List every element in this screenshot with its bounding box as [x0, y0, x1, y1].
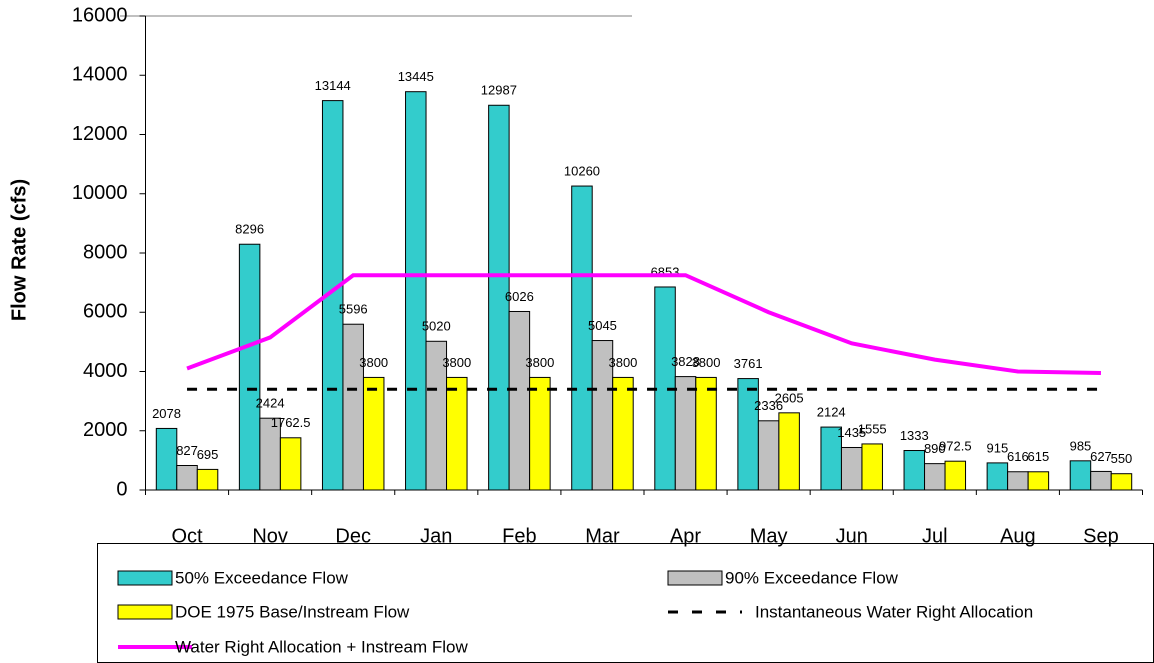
bar	[944, 460, 967, 491]
value-label: 5020	[422, 319, 451, 334]
value-label: 985	[1070, 438, 1092, 453]
bar	[695, 376, 717, 491]
bar	[508, 310, 531, 491]
y-tick-label: 14000	[72, 64, 128, 86]
x-tick-label: Oct	[171, 525, 203, 547]
value-label: 3800	[608, 355, 637, 370]
value-label: 3828	[671, 354, 700, 369]
value-label: 972.5	[939, 439, 972, 454]
bar	[1027, 471, 1050, 491]
value-label: 10260	[564, 163, 600, 178]
line-series	[186, 273, 1101, 375]
bar	[176, 465, 198, 491]
bar	[1069, 460, 1092, 491]
value-label: 12987	[481, 83, 517, 98]
y-tick-label: 10000	[72, 182, 128, 204]
y-tick-label: 4000	[83, 360, 128, 382]
y-tick-label: 8000	[83, 241, 128, 263]
y-tick-label: 16000	[72, 4, 128, 26]
y-tick-label: 0	[116, 478, 127, 500]
value-label: 3761	[734, 356, 763, 371]
bar	[861, 443, 883, 491]
x-tick-label: Feb	[502, 525, 536, 547]
legend-swatch	[117, 570, 173, 586]
bar	[986, 462, 1009, 491]
value-label: 2424	[256, 396, 285, 411]
x-tick-label: Mar	[585, 525, 620, 547]
value-label: 5596	[339, 302, 368, 317]
value-label: 2605	[775, 390, 804, 405]
value-label: 615	[1028, 449, 1050, 464]
x-tick-label: Jun	[836, 525, 868, 547]
bar	[446, 376, 468, 491]
x-tick-label: Jan	[420, 525, 452, 547]
x-tick-label: Dec	[335, 525, 371, 547]
bar	[924, 463, 946, 491]
value-label: 2124	[817, 405, 846, 420]
value-label: 3800	[692, 355, 721, 370]
legend-label: 90% Exceedance Flow	[725, 568, 899, 587]
x-tick-label: Sep	[1083, 525, 1119, 547]
value-label: 1435	[837, 425, 866, 440]
bar	[1090, 470, 1112, 491]
value-label: 827	[176, 443, 198, 458]
legend-label: 50% Exceedance Flow	[175, 568, 349, 587]
value-label: 1555	[858, 421, 887, 436]
bar	[612, 376, 634, 491]
value-label: 2078	[152, 406, 181, 421]
legend-label: Instantaneous Water Right Allocation	[755, 602, 1033, 621]
bar	[1110, 473, 1133, 491]
bar	[737, 378, 759, 491]
value-label: 13445	[398, 69, 434, 84]
value-label: 695	[197, 447, 219, 462]
bar	[529, 376, 551, 491]
value-label: 8296	[235, 222, 264, 237]
value-label: 1762.5	[271, 415, 311, 430]
x-tick-label: May	[750, 525, 788, 547]
value-label: 1333	[900, 428, 929, 443]
bar	[571, 185, 593, 491]
legend-swatch	[667, 570, 723, 586]
bar	[362, 376, 385, 491]
value-label: 915	[987, 440, 1009, 455]
legend-swatch	[117, 604, 173, 620]
bar	[405, 91, 427, 491]
value-label: 627	[1090, 449, 1112, 464]
value-label: 550	[1111, 451, 1133, 466]
value-label: 616	[1007, 449, 1029, 464]
value-label: 5045	[588, 318, 617, 333]
x-tick-label: Aug	[1000, 525, 1036, 547]
x-tick-label: Apr	[670, 525, 701, 547]
y-tick-label: 6000	[83, 301, 128, 323]
bar	[840, 446, 863, 491]
bar	[342, 323, 364, 491]
y-tick-label: 2000	[83, 419, 128, 441]
bar	[279, 437, 302, 491]
x-tick-label: Jul	[922, 525, 948, 547]
value-label: 3800	[525, 355, 554, 370]
bar	[155, 427, 178, 491]
value-label: 13144	[315, 78, 351, 93]
bar	[1007, 471, 1029, 491]
bar	[238, 243, 261, 491]
bar	[196, 468, 219, 491]
value-label: 3800	[442, 355, 471, 370]
legend-label: DOE 1975 Base/Instream Flow	[175, 602, 410, 621]
bar	[321, 100, 344, 491]
bar	[903, 450, 926, 491]
y-tick-label: 12000	[72, 123, 128, 145]
y-axis-label: Flow Rate (cfs)	[8, 179, 30, 321]
legend-label: Water Right Allocation + Instream Flow	[175, 637, 468, 656]
bar	[488, 104, 510, 491]
value-label: 3800	[359, 355, 388, 370]
bar	[674, 376, 697, 491]
x-tick-label: Nov	[252, 525, 288, 547]
value-label: 6026	[505, 289, 534, 304]
value-label: 2336	[754, 398, 783, 413]
value-label: 890	[924, 441, 946, 456]
bar	[757, 420, 780, 491]
bar	[778, 412, 800, 491]
